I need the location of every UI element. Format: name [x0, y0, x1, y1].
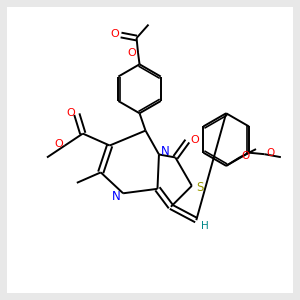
Text: N: N	[112, 190, 121, 203]
Text: O: O	[110, 28, 119, 38]
Text: O: O	[127, 48, 136, 58]
Text: O: O	[54, 139, 63, 149]
Text: O: O	[190, 134, 199, 145]
Text: O: O	[66, 108, 75, 118]
Text: N: N	[160, 145, 169, 158]
Text: O: O	[242, 151, 250, 161]
Text: S: S	[196, 181, 204, 194]
Text: H: H	[201, 220, 209, 230]
Text: O: O	[266, 148, 274, 158]
